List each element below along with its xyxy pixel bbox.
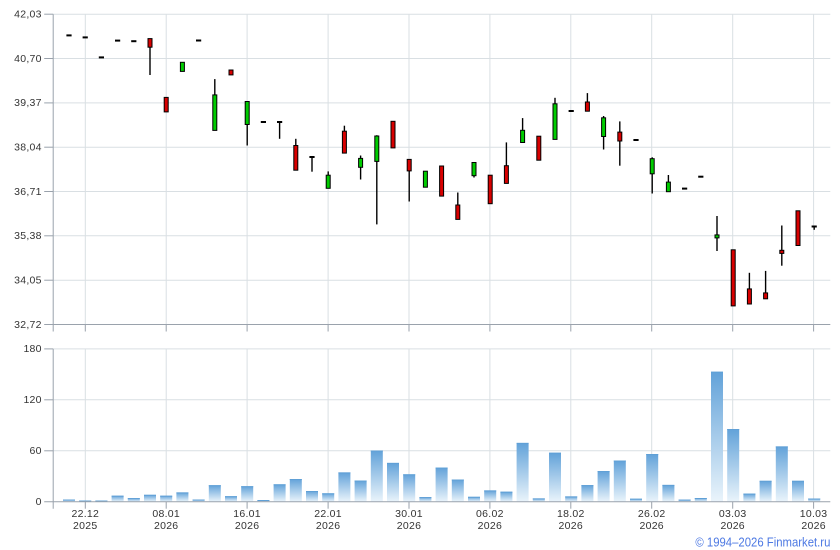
svg-text:35,38: 35,38 <box>14 230 42 242</box>
svg-text:22.01: 22.01 <box>314 508 342 520</box>
svg-text:40,70: 40,70 <box>14 53 42 65</box>
svg-text:16.01: 16.01 <box>233 508 261 520</box>
svg-text:2026: 2026 <box>801 520 825 532</box>
svg-text:2026: 2026 <box>559 520 583 532</box>
svg-text:© 1994–2026 Finmarket.ru: © 1994–2026 Finmarket.ru <box>695 535 830 549</box>
svg-text:08.01: 08.01 <box>152 508 180 520</box>
svg-text:120: 120 <box>23 394 41 406</box>
svg-text:42,03: 42,03 <box>14 9 42 21</box>
svg-text:60: 60 <box>30 445 42 457</box>
svg-text:2026: 2026 <box>720 520 744 532</box>
svg-text:2026: 2026 <box>235 520 259 532</box>
svg-text:2026: 2026 <box>478 520 502 532</box>
svg-text:26.02: 26.02 <box>638 508 666 520</box>
svg-text:2026: 2026 <box>154 520 178 532</box>
svg-text:2026: 2026 <box>397 520 421 532</box>
svg-text:10.03: 10.03 <box>800 508 828 520</box>
svg-text:32,72: 32,72 <box>14 319 42 331</box>
svg-text:03.03: 03.03 <box>719 508 747 520</box>
svg-text:36,71: 36,71 <box>14 186 42 198</box>
svg-text:34,05: 34,05 <box>14 275 42 287</box>
svg-text:180: 180 <box>23 343 41 355</box>
svg-text:22.12: 22.12 <box>71 508 99 520</box>
svg-text:18.02: 18.02 <box>557 508 585 520</box>
svg-text:0: 0 <box>36 496 42 508</box>
svg-text:06.02: 06.02 <box>476 508 504 520</box>
svg-text:39,37: 39,37 <box>14 97 42 109</box>
svg-text:2026: 2026 <box>316 520 340 532</box>
svg-text:38,04: 38,04 <box>14 142 42 154</box>
svg-text:2025: 2025 <box>73 520 97 532</box>
svg-text:2026: 2026 <box>639 520 663 532</box>
svg-text:30.01: 30.01 <box>395 508 423 520</box>
